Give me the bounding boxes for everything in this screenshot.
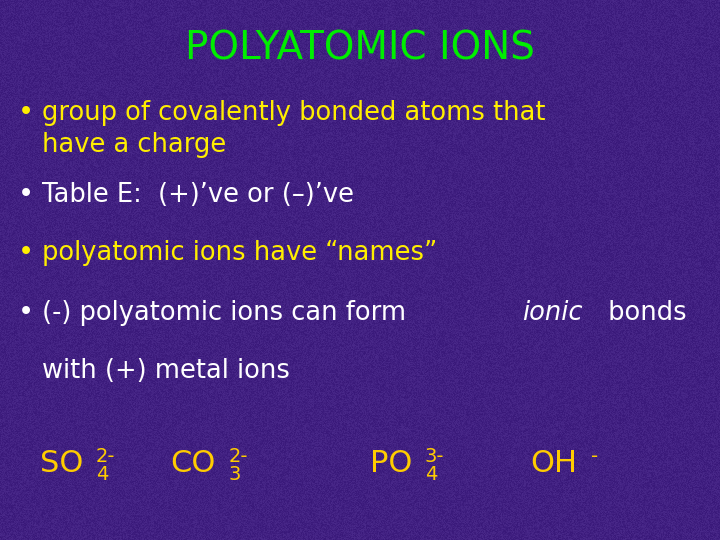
Text: •: • <box>18 300 34 326</box>
Text: •: • <box>18 100 34 126</box>
Text: 3: 3 <box>228 465 241 484</box>
Text: 4: 4 <box>96 465 108 484</box>
Text: CO: CO <box>170 449 215 478</box>
Text: OH: OH <box>530 449 577 478</box>
Text: •: • <box>18 240 34 266</box>
Text: PO: PO <box>370 449 413 478</box>
Text: ionic: ionic <box>522 300 582 326</box>
Text: group of covalently bonded atoms that
have a charge: group of covalently bonded atoms that ha… <box>42 100 546 158</box>
Text: 3-: 3- <box>425 447 444 466</box>
Text: SO: SO <box>40 449 84 478</box>
Text: POLYATOMIC IONS: POLYATOMIC IONS <box>185 30 535 68</box>
Text: polyatomic ions have “names”: polyatomic ions have “names” <box>42 240 437 266</box>
Text: bonds: bonds <box>600 300 687 326</box>
Text: 4: 4 <box>425 465 437 484</box>
Text: 2-: 2- <box>228 447 248 466</box>
Text: -: - <box>590 447 598 466</box>
Text: •: • <box>18 182 34 208</box>
Text: (-) polyatomic ions can form: (-) polyatomic ions can form <box>42 300 414 326</box>
Text: 2-: 2- <box>96 447 115 466</box>
Text: Table E:  (+)’ve or (–)’ve: Table E: (+)’ve or (–)’ve <box>42 182 354 208</box>
Text: with (+) metal ions: with (+) metal ions <box>42 358 290 384</box>
